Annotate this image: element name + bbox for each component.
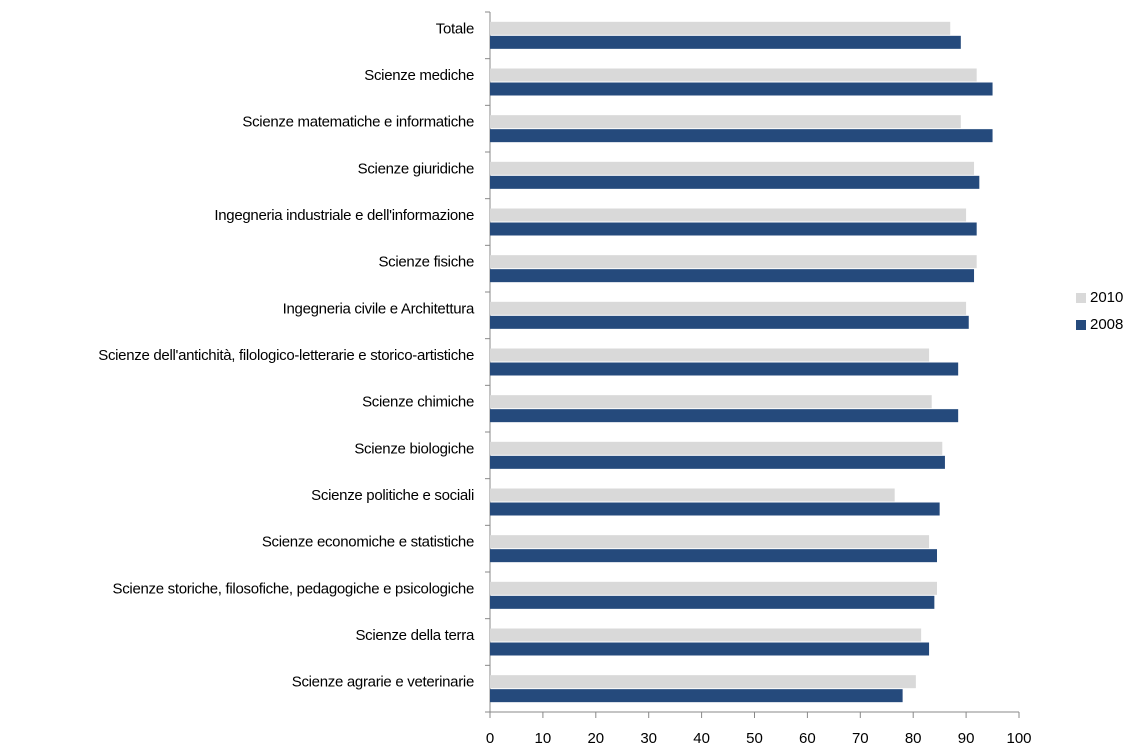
bar: [490, 208, 967, 222]
x-tick-label: 10: [535, 730, 552, 747]
bar: [490, 441, 943, 455]
legend-label: 2008: [1090, 316, 1123, 333]
bar: [490, 689, 903, 703]
bar: [490, 409, 959, 423]
y-tick-label: Scienze politiche e sociali: [311, 487, 474, 504]
bar: [490, 82, 993, 96]
bar: [490, 35, 961, 49]
x-tick-label: 60: [799, 730, 816, 747]
bar: [490, 161, 975, 175]
bar: [490, 535, 930, 549]
y-tick-label: Scienze mediche: [364, 67, 474, 84]
bar: [490, 549, 938, 563]
y-tick-label: Totale: [436, 20, 474, 37]
bar: [490, 502, 940, 516]
x-tick-label: 80: [905, 730, 922, 747]
y-tick-label: Scienze fisiche: [378, 254, 474, 271]
y-tick-label: Ingegneria civile e Architettura: [283, 300, 475, 317]
y-tick-label: Scienze storiche, filosofiche, pedagogic…: [113, 580, 474, 597]
bar: [490, 255, 977, 269]
y-tick-label: Scienze dell'antichità, filologico-lette…: [98, 347, 474, 364]
legend-label: 2010: [1090, 289, 1123, 306]
x-tick-label: 40: [693, 730, 710, 747]
y-tick-label: Scienze agrarie e veterinarie: [292, 674, 474, 691]
y-tick-label: Scienze chimiche: [362, 394, 474, 411]
y-tick-label: Ingegneria industriale e dell'informazio…: [214, 207, 474, 224]
x-tick-label: 20: [587, 730, 604, 747]
x-tick-label: 30: [640, 730, 657, 747]
bar: [490, 395, 932, 409]
x-tick-label: 0: [486, 730, 494, 747]
bar: [490, 222, 977, 236]
y-tick-label: Scienze economiche e statistiche: [262, 534, 474, 551]
x-tick-label: 70: [852, 730, 869, 747]
bar: [490, 362, 959, 376]
x-tick-label: 90: [958, 730, 975, 747]
bar: [490, 488, 895, 502]
bar: [490, 21, 951, 35]
y-tick-label: Scienze matematiche e informatiche: [242, 114, 474, 131]
bar: [490, 269, 975, 283]
bar: [490, 348, 930, 362]
bar: [490, 175, 980, 189]
bar: [490, 595, 935, 609]
legend-swatch: [1076, 320, 1086, 330]
y-tick-label: Scienze della terra: [355, 627, 474, 644]
x-tick-label: 50: [746, 730, 763, 747]
bar: [490, 115, 961, 129]
bar: [490, 628, 922, 642]
bar: [490, 581, 938, 595]
bar: [490, 68, 977, 82]
bar: [490, 675, 916, 689]
x-tick-label: 100: [1006, 730, 1031, 747]
bar: [490, 301, 967, 315]
bar: [490, 455, 945, 469]
bar: [490, 129, 993, 143]
y-tick-label: Scienze giuridiche: [358, 160, 474, 177]
y-tick-label: Scienze biologiche: [354, 440, 474, 457]
legend-swatch: [1076, 293, 1086, 303]
bar: [490, 315, 969, 329]
bar: [490, 642, 930, 656]
